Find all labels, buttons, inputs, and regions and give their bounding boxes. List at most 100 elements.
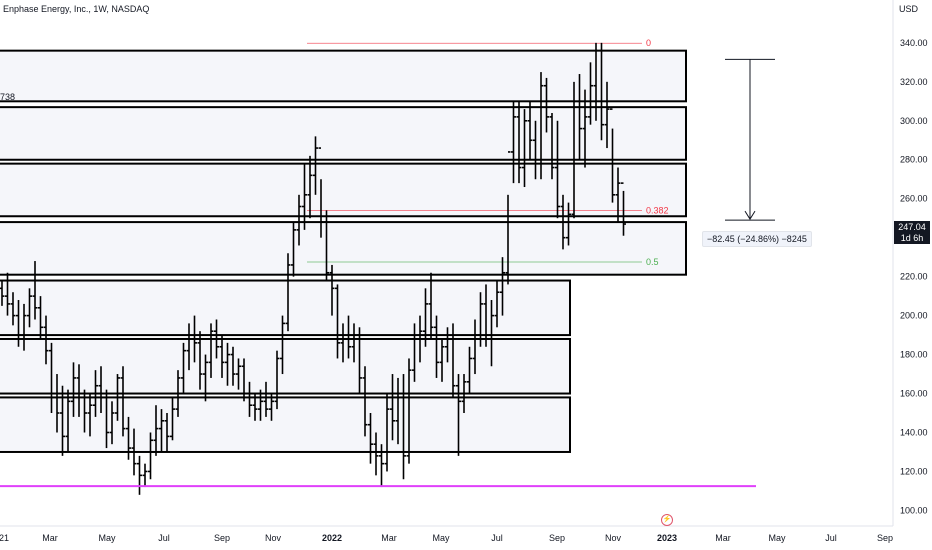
ohlc-bar bbox=[27, 288, 32, 328]
ohlc-bar bbox=[577, 74, 582, 160]
ohlc-bar bbox=[230, 346, 236, 386]
ohlc-bar bbox=[302, 163, 307, 230]
ohlc-bar bbox=[252, 393, 258, 421]
currency-label[interactable]: USD bbox=[899, 4, 919, 14]
price-tick: 140.00 bbox=[900, 427, 928, 437]
ohlc-bar bbox=[593, 42, 599, 121]
ohlc-bar bbox=[54, 374, 60, 433]
time-tick: Sep bbox=[214, 533, 230, 543]
ohlc-bar bbox=[599, 42, 604, 141]
fib-label: 0 bbox=[646, 38, 651, 48]
ohlc-bar bbox=[208, 323, 214, 378]
ohlc-bar bbox=[450, 323, 456, 398]
ohlc-bar bbox=[582, 89, 588, 168]
ohlc-bar bbox=[49, 342, 54, 414]
ohlc-bar bbox=[0, 280, 5, 306]
time-tick: Mar bbox=[715, 533, 731, 543]
price-tick: 100.00 bbox=[900, 505, 928, 515]
time-tick: 2023 bbox=[657, 533, 677, 543]
ohlc-bar bbox=[346, 315, 351, 359]
ohlc-bar bbox=[142, 463, 148, 488]
price-axis[interactable]: 100.00 120.00 140.00 160.00 180.00 200.00 220.… bbox=[900, 38, 928, 516]
ohlc-bar bbox=[38, 296, 43, 339]
ohlc-bar bbox=[412, 323, 417, 382]
zone-box bbox=[0, 396, 571, 453]
ohlc-bar bbox=[445, 327, 450, 363]
ohlc-bar bbox=[148, 432, 153, 480]
ohlc-bar bbox=[406, 358, 412, 464]
ohlc-bar bbox=[516, 101, 522, 184]
ohlc-bar bbox=[153, 405, 159, 456]
ohlc-bar bbox=[340, 323, 346, 363]
price-tick: 300.00 bbox=[900, 116, 928, 126]
ohlc-bar bbox=[82, 389, 87, 433]
ohlc-bar bbox=[120, 366, 126, 437]
flash-icon[interactable]: ⚡ bbox=[661, 514, 673, 526]
zone-box bbox=[0, 337, 571, 395]
ohlc-bar bbox=[219, 335, 225, 378]
ohlc-bar bbox=[60, 385, 65, 456]
time-tick: Jul bbox=[491, 533, 503, 543]
ohlc-bar bbox=[351, 323, 357, 363]
ohlc-bar bbox=[87, 393, 93, 437]
ohlc-bar bbox=[241, 358, 247, 402]
ohlc-bar bbox=[164, 413, 170, 452]
price-tick: 280.00 bbox=[900, 155, 928, 165]
time-tick: Sep bbox=[877, 533, 893, 543]
ohlc-bar bbox=[296, 194, 302, 246]
ohlc-bar bbox=[461, 374, 467, 414]
ohlc-bar bbox=[423, 288, 428, 347]
ohlc-bar bbox=[32, 261, 38, 320]
measure-arrow[interactable] bbox=[725, 58, 775, 221]
ohlc-bar bbox=[115, 374, 120, 421]
ohlc-bar bbox=[76, 364, 82, 417]
time-tick: 2022 bbox=[322, 533, 342, 543]
ohlc-bar bbox=[373, 432, 379, 476]
ohlc-bar bbox=[439, 338, 445, 382]
ohlc-bar bbox=[483, 284, 489, 347]
ohlc-bar bbox=[505, 151, 511, 285]
time-axis[interactable]: 21 Mar May Jul Sep Nov 2022 Mar May Jul Sep Nov 2023… bbox=[0, 533, 893, 543]
price-tick: 260.00 bbox=[900, 194, 928, 204]
ohlc-bar bbox=[610, 108, 615, 203]
ohlc-bar bbox=[175, 370, 181, 417]
time-tick: Nov bbox=[265, 533, 282, 543]
symbol-title: Enphase Energy, Inc., 1W, NASDAQ bbox=[3, 4, 150, 14]
time-tick: May bbox=[432, 533, 450, 543]
ohlc-bar bbox=[478, 292, 483, 347]
ohlc-bar bbox=[533, 120, 538, 180]
zone-box bbox=[0, 106, 687, 161]
ohlc-bar bbox=[560, 194, 566, 250]
price-tick: 160.00 bbox=[900, 389, 928, 399]
ohlc-bar bbox=[5, 272, 10, 316]
ohlc-bar bbox=[291, 222, 296, 277]
ohlc-bar bbox=[456, 374, 461, 456]
ohlc-bar bbox=[335, 284, 340, 359]
time-tick: Sep bbox=[549, 533, 565, 543]
ohlc-bar bbox=[417, 315, 423, 363]
ohlc-bar bbox=[203, 354, 208, 402]
ohlc-bar bbox=[93, 370, 98, 417]
ohlc-bar bbox=[104, 389, 109, 449]
ohlc-bar bbox=[236, 358, 241, 390]
time-tick: May bbox=[98, 533, 116, 543]
ohlc-bar bbox=[357, 327, 362, 394]
ohlc-bar bbox=[192, 315, 197, 363]
ohlc-bar bbox=[527, 101, 533, 160]
ohlc-bar bbox=[362, 366, 368, 437]
measure-arrowhead bbox=[744, 210, 756, 221]
ohlc-bar bbox=[65, 389, 71, 452]
ohlc-bar bbox=[170, 397, 175, 441]
price-tick: 220.00 bbox=[900, 272, 928, 282]
ohlc-bar bbox=[467, 346, 472, 394]
ohlc-bar bbox=[588, 62, 593, 125]
ohlc-bar bbox=[258, 389, 263, 421]
ohlc-bar bbox=[511, 101, 516, 184]
ohlc-bar bbox=[307, 155, 313, 219]
ohlc-bar bbox=[401, 374, 406, 480]
last-price-value: 247.04 bbox=[898, 222, 926, 232]
ohlc-bar bbox=[159, 409, 164, 452]
ohlc-bar bbox=[214, 319, 219, 359]
zone-boxes bbox=[0, 49, 687, 453]
